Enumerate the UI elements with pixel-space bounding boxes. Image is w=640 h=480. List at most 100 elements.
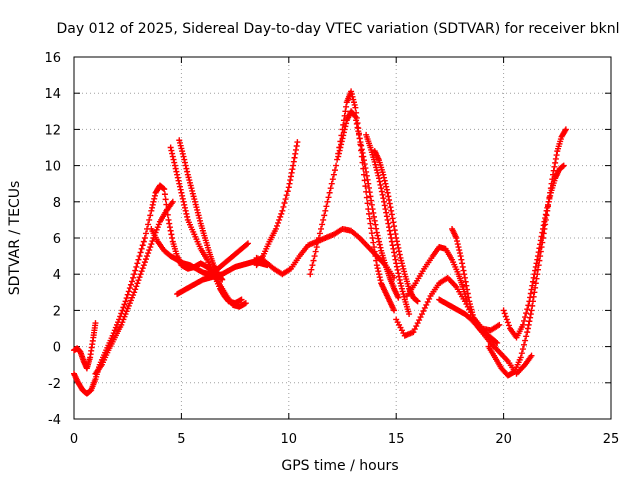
data-point [387, 204, 394, 211]
data-point [125, 302, 132, 309]
data-point [359, 149, 366, 156]
data-point [546, 195, 553, 202]
data-point [420, 308, 427, 315]
data-point [363, 168, 370, 175]
data-point [120, 316, 127, 323]
data-point [525, 321, 532, 328]
data-point [132, 286, 139, 293]
data-point [340, 132, 347, 139]
y-tick-label: -4 [48, 413, 61, 428]
data-point [284, 188, 291, 195]
data-point [358, 142, 365, 149]
data-marks [71, 88, 569, 397]
data-point [550, 167, 557, 174]
data-point [336, 147, 343, 154]
data-point [396, 251, 403, 258]
data-point [527, 314, 534, 321]
data-point [172, 165, 179, 172]
data-point [386, 224, 393, 231]
data-point [184, 213, 191, 220]
data-point [127, 281, 134, 288]
data-point [401, 293, 408, 300]
data-point [368, 225, 375, 232]
data-point [532, 263, 539, 270]
data-point [133, 263, 140, 270]
series-arc-5 [167, 144, 245, 307]
data-point [538, 233, 545, 240]
x-tick-label: 20 [495, 432, 512, 447]
data-point [169, 235, 176, 241]
data-point [390, 245, 397, 252]
series-arc-10 [307, 88, 398, 314]
data-point [176, 137, 183, 144]
data-point [181, 204, 188, 211]
data-point [395, 270, 402, 277]
data-point [518, 350, 525, 357]
data-point [526, 298, 533, 305]
series-arc-2 [71, 320, 99, 372]
data-point [426, 295, 433, 302]
data-point [411, 326, 418, 333]
data-point [529, 278, 536, 285]
data-point [290, 158, 297, 165]
data-point [464, 286, 471, 293]
data-point [314, 239, 321, 246]
data-point [280, 203, 287, 210]
data-point [287, 173, 294, 180]
data-point [348, 91, 355, 98]
data-point [360, 157, 367, 164]
data-point [191, 196, 198, 203]
data-point [329, 176, 336, 183]
data-point [276, 216, 283, 223]
data-point [168, 231, 175, 238]
data-point [378, 188, 385, 195]
data-point [384, 189, 391, 196]
x-axis-label: GPS time / hours [281, 458, 398, 474]
series-arc-19 [500, 162, 567, 341]
data-point [380, 195, 387, 202]
data-point [391, 253, 398, 260]
data-point [134, 260, 141, 267]
data-point [537, 237, 544, 244]
data-point [315, 235, 322, 241]
data-point [335, 150, 342, 157]
data-point [391, 249, 398, 256]
data-point [382, 180, 389, 187]
data-point [519, 346, 526, 353]
data-point [397, 254, 404, 261]
data-point [522, 337, 529, 344]
data-point [398, 257, 405, 264]
data-point [279, 207, 286, 214]
data-point [122, 311, 129, 318]
data-point [375, 268, 382, 275]
data-point [424, 298, 431, 305]
data-point [377, 244, 384, 251]
data-point [454, 241, 461, 248]
data-point [401, 268, 408, 275]
data-point [179, 150, 186, 157]
data-point [189, 190, 196, 197]
data-point [185, 174, 192, 181]
data-point [197, 217, 204, 224]
data-point [379, 191, 386, 198]
data-point [147, 244, 154, 251]
data-point [340, 129, 347, 136]
data-point [453, 235, 460, 241]
data-point [416, 317, 423, 324]
data-point [310, 257, 317, 264]
x-tick-label: 15 [388, 432, 405, 447]
data-point [137, 249, 144, 256]
data-point [187, 182, 194, 189]
data-point [399, 288, 406, 295]
data-point [277, 213, 284, 220]
data-point [194, 209, 201, 216]
data-point [154, 224, 161, 231]
data-point [190, 193, 197, 200]
data-point [552, 159, 559, 166]
data-point [192, 198, 199, 205]
data-point [533, 260, 540, 267]
data-point [275, 219, 282, 226]
data-point [353, 117, 360, 124]
data-point [370, 209, 377, 216]
data-point [369, 206, 376, 213]
